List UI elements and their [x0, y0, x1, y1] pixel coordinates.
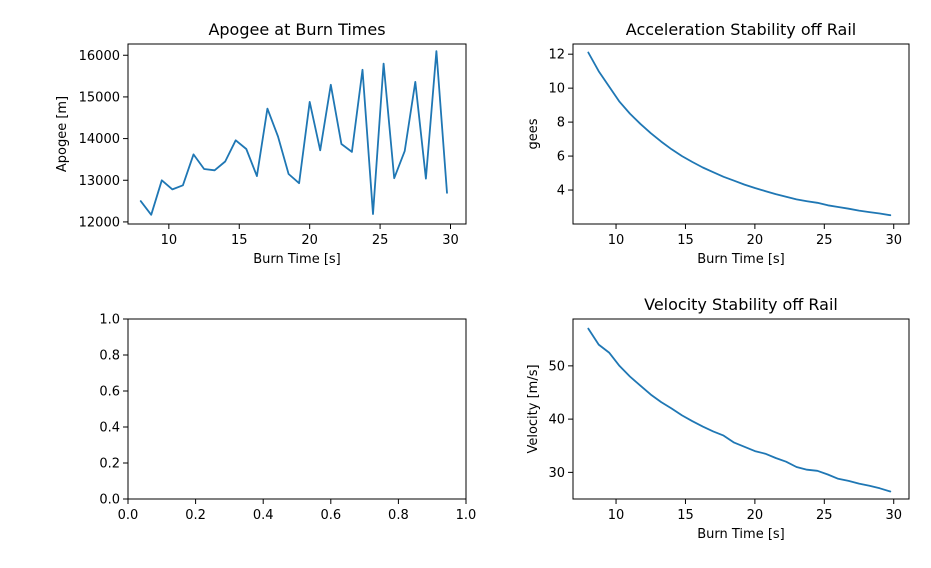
x-tick-label: 30	[885, 508, 902, 523]
x-tick-label: 0.8	[388, 508, 409, 523]
y-tick-label: 1.0	[99, 313, 120, 328]
y-tick-label: 0.6	[99, 385, 120, 400]
x-tick-label: 20	[747, 508, 764, 523]
axes-frame	[572, 43, 910, 225]
y-tick-label: 8	[557, 116, 565, 131]
x-tick-label: 15	[231, 233, 248, 248]
y-tick-label: 0.0	[99, 493, 120, 508]
y-tick-label: 40	[548, 413, 565, 428]
y-tick-label: 0.4	[99, 421, 120, 436]
x-tick-label: 25	[816, 508, 833, 523]
series-line-1	[587, 51, 892, 217]
x-tick-label: 10	[608, 233, 625, 248]
y-tick-label: 14000	[79, 132, 120, 147]
x-tick-label: 30	[442, 233, 459, 248]
series-line-1	[587, 327, 892, 493]
y-tick-label: 6	[557, 150, 565, 165]
chart-title: Acceleration Stability off Rail	[626, 20, 856, 39]
axes-frame	[127, 318, 467, 500]
x-tick-label: 25	[816, 233, 833, 248]
axes-frame	[572, 318, 910, 500]
x-tick-label: 15	[677, 233, 694, 248]
chart-title: Velocity Stability off Rail	[644, 295, 838, 314]
chart-title: Apogee at Burn Times	[208, 20, 385, 39]
x-tick-label: 20	[301, 233, 318, 248]
y-tick-label: 30	[548, 466, 565, 481]
y-tick-label: 12	[548, 48, 565, 63]
x-tick-label: 25	[372, 233, 389, 248]
y-tick-label: 13000	[79, 174, 120, 189]
y-tick-label: 10	[548, 82, 565, 97]
subplot-3: 0.0 0.2 0.4 0.6 0.8 1.0 0.0 0.2 0.4 0.6 0.8 1.0	[99, 313, 476, 524]
y-tick-label: 0.2	[99, 457, 120, 472]
y-tick-label: 16000	[79, 49, 120, 64]
x-tick-label: 10	[161, 233, 178, 248]
y-tick-label: 4	[557, 184, 565, 199]
x-tick-label: 1.0	[456, 508, 477, 523]
x-tick-label: 0.2	[185, 508, 206, 523]
y-tick-label: 15000	[79, 90, 120, 105]
series-line-1	[139, 50, 448, 216]
axes-frame	[127, 43, 467, 225]
x-axis-label: Burn Time [s]	[697, 527, 785, 542]
y-axis-label: gees	[526, 118, 541, 149]
subplot-4: 10 15 20 25 30 30 40 50 Velocity Stability off R…	[526, 295, 910, 542]
y-tick-label: 12000	[79, 215, 120, 230]
y-axis-label: Apogee [m]	[55, 96, 70, 172]
x-axis-label: Burn Time [s]	[253, 252, 341, 267]
x-tick-label: 0.4	[253, 508, 274, 523]
y-axis-label: Velocity [m/s]	[526, 364, 541, 453]
subplot-1: 10 15 20 25 30 12000 13000 14000 15000 16000 Apoge…	[55, 20, 467, 267]
y-tick-label: 50	[548, 359, 565, 374]
x-tick-label: 20	[747, 233, 764, 248]
x-tick-label: 0.0	[118, 508, 139, 523]
y-tick-label: 0.8	[99, 349, 120, 364]
x-tick-label: 15	[677, 508, 694, 523]
x-tick-label: 10	[608, 508, 625, 523]
x-tick-label: 30	[885, 233, 902, 248]
subplot-2: 10 15 20 25 30 4 6 8 10 12 Acceleration Stability …	[526, 20, 910, 267]
x-tick-label: 0.6	[320, 508, 341, 523]
x-axis-label: Burn Time [s]	[697, 252, 785, 267]
